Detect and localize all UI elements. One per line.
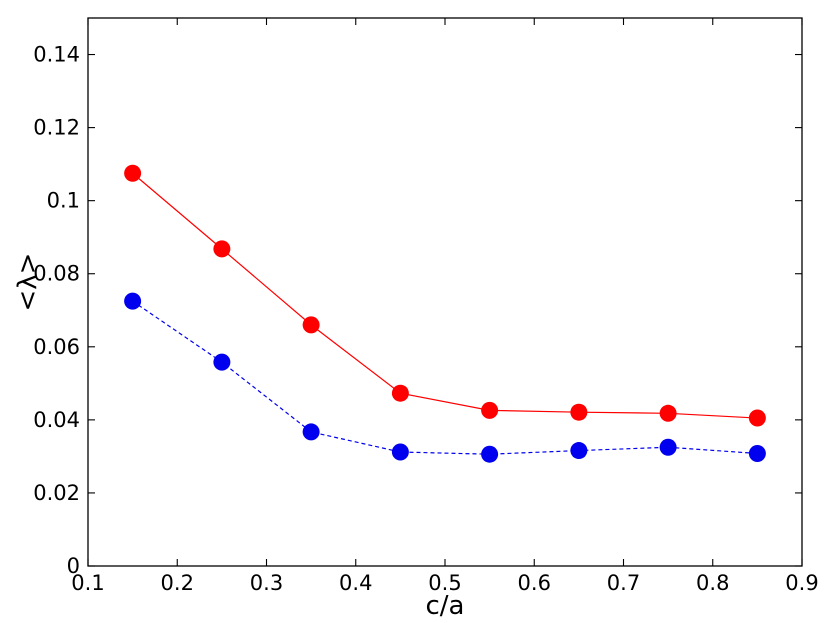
series-1-point	[302, 316, 320, 334]
x-tick-label: 0.8	[696, 571, 729, 595]
x-tick-label: 0.5	[428, 571, 461, 595]
y-tick-label: 0.12	[33, 116, 80, 140]
series-1-point	[213, 240, 231, 258]
x-tick-label: 0.3	[250, 571, 283, 595]
series-1-line	[132, 172, 758, 419]
y-tick-label: 0.06	[33, 335, 80, 359]
series-2-point	[213, 353, 231, 371]
y-tick-label: 0.14	[33, 43, 80, 67]
series-1-point	[124, 164, 142, 182]
series-1-point	[748, 409, 766, 427]
series-1-point	[659, 404, 677, 422]
x-tick-label: 0.4	[339, 571, 372, 595]
series-2-point	[481, 445, 499, 463]
x-tick-label: 0.6	[518, 571, 551, 595]
series-2-line	[132, 300, 758, 455]
y-tick-label: 0.1	[47, 189, 80, 213]
x-tick-label: 0.9	[785, 571, 818, 595]
series-2-point	[748, 444, 766, 462]
series-2-point	[659, 438, 677, 456]
y-tick-label: 0.02	[33, 481, 80, 505]
ticks-layer: 0.1 0.2 0.3 0.4 0.5 0.6 0.7 0.8 0.9 0 0.02 0.04 0.06…	[33, 18, 819, 595]
series-2-point	[302, 423, 320, 441]
x-tick-label: 0.1	[71, 571, 104, 595]
y-tick-label: 0.04	[33, 408, 80, 432]
y-tick-label: 0.08	[33, 262, 80, 286]
series-1-point	[570, 403, 588, 421]
series-1-point	[481, 401, 499, 419]
y-tick-label: 0	[67, 554, 80, 578]
series-2-point	[570, 442, 588, 460]
series-layer	[124, 164, 766, 463]
x-tick-label: 0.2	[161, 571, 194, 595]
plot-frame	[87, 17, 803, 567]
x-axis-label: c/a	[426, 591, 465, 621]
series-2-point	[124, 292, 142, 310]
series-2-point	[391, 443, 409, 461]
series-1-point	[391, 384, 409, 402]
y-axis-label: <λ>	[13, 253, 43, 312]
x-tick-label: 0.7	[607, 571, 640, 595]
